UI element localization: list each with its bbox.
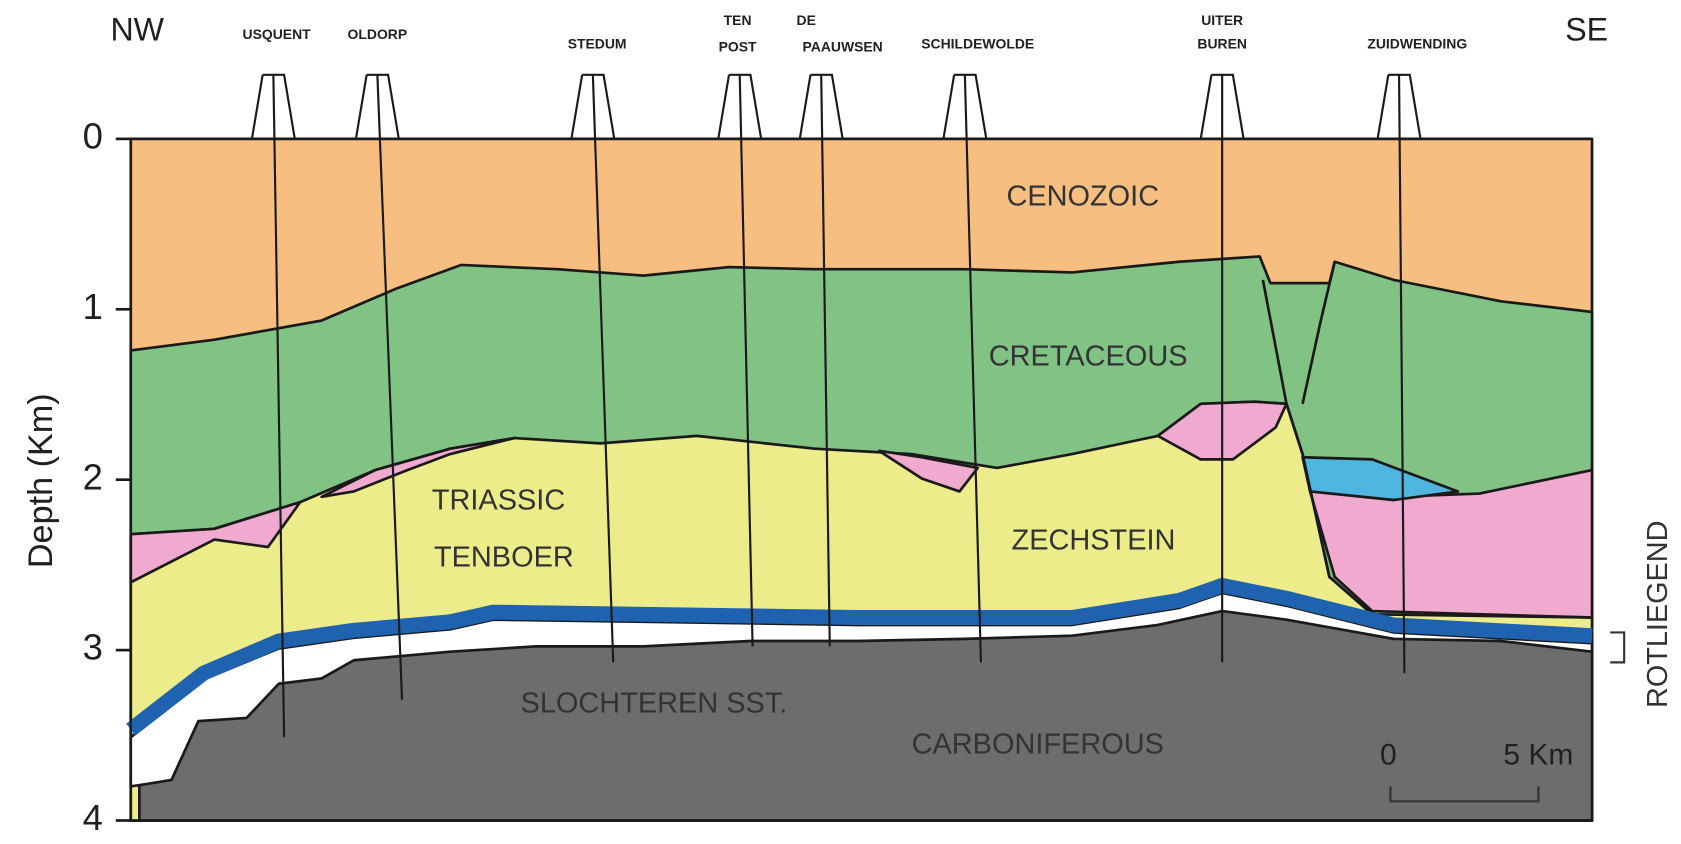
tick-label: 0 xyxy=(83,116,103,157)
se-label: SE xyxy=(1565,12,1608,48)
depth-axis: 0 1 2 3 4 xyxy=(83,116,131,839)
axis-label: Depth (Km) xyxy=(22,393,60,568)
layer-label: ZECHSTEIN xyxy=(1012,524,1176,556)
well-name: ZUIDWENDING xyxy=(1367,36,1467,52)
tick-label: 4 xyxy=(83,797,103,838)
tick-label: 1 xyxy=(83,286,103,327)
layers xyxy=(131,139,1592,821)
layer-label: TENBOER xyxy=(434,541,574,573)
rotliegend-bracket xyxy=(1610,632,1624,662)
well-name: BUREN xyxy=(1197,36,1247,52)
layer-label: ROTLIEGEND xyxy=(1642,521,1674,708)
layer-label: TRIASSIC xyxy=(432,485,565,517)
well-name: TEN xyxy=(724,12,752,28)
tick-label: 2 xyxy=(83,456,103,497)
well-name: STEDUM xyxy=(568,36,627,52)
layer-label: CARBONIFEROUS xyxy=(912,728,1164,760)
scale-start: 0 xyxy=(1380,738,1397,771)
well-name: PAAUWSEN xyxy=(803,39,883,55)
well-name: SCHILDEWOLDE xyxy=(921,36,1034,52)
scale-end: 5 Km xyxy=(1503,738,1573,771)
nw-label: NW xyxy=(110,12,164,48)
layer-label: CRETACEOUS xyxy=(989,341,1188,373)
well-name: UITER xyxy=(1201,12,1243,28)
well-name: USQUENT xyxy=(243,26,312,42)
cross-section: NW SE USQUENT OLDORP STEDUM TEN POST DE … xyxy=(0,0,1681,844)
tick-label: 3 xyxy=(83,627,103,668)
layer-label: SLOCHTEREN SST. xyxy=(521,688,788,720)
well-name: DE xyxy=(797,12,816,28)
well-name: OLDORP xyxy=(348,26,408,42)
layer-label: CENOZOIC xyxy=(1006,180,1159,212)
well-name: POST xyxy=(719,39,757,55)
